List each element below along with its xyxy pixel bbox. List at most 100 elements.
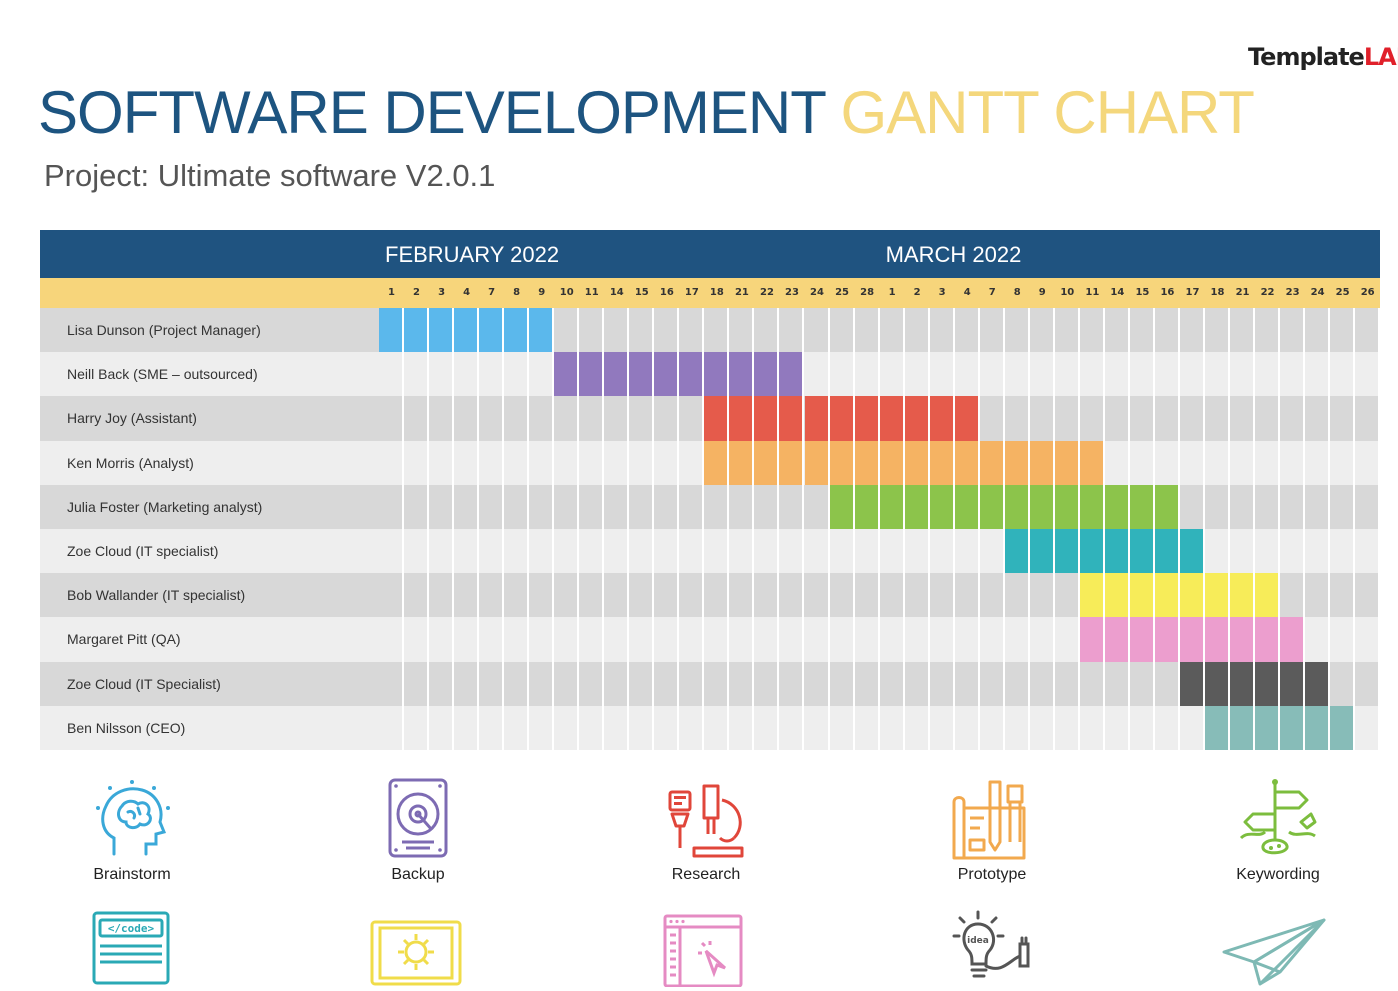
day-label: 17 (1185, 287, 1200, 298)
grid-cell (579, 573, 605, 618)
grid-cell (1355, 440, 1381, 485)
grid-cell (1305, 440, 1331, 485)
grid-cell (1330, 617, 1356, 662)
research-label: Research (671, 866, 741, 883)
task-bar-cell (1204, 617, 1230, 662)
task-bar-cell (1054, 440, 1080, 485)
hard-drive-icon (388, 778, 448, 858)
grid-cell (929, 308, 955, 353)
grid-cell (1179, 484, 1205, 529)
day-label: 21 (1235, 287, 1250, 298)
task-bar-cell (729, 440, 755, 485)
day-label: 11 (1085, 287, 1100, 298)
task-bar-cell (1154, 617, 1180, 662)
grid-cell (954, 352, 980, 397)
grid-cell (979, 529, 1005, 574)
task-bar-cell (404, 308, 430, 353)
grid-cell (1230, 440, 1256, 485)
grid-cell (779, 484, 805, 529)
grid-cell (904, 529, 930, 574)
task-bar-cell (1004, 484, 1030, 529)
task-bar-cell (1280, 705, 1306, 750)
task-bar-cell (929, 440, 955, 485)
day-label: 24 (1310, 287, 1325, 298)
grid-cell (529, 440, 555, 485)
grid-cell (654, 440, 680, 485)
task-bar-cell (929, 396, 955, 441)
task-bar-cell (779, 396, 805, 441)
task-bar-cell (1230, 705, 1256, 750)
grid-cell (1054, 352, 1080, 397)
grid-cell (654, 705, 680, 750)
task-row: Neill Back (SME – outsourced) (40, 352, 1381, 397)
task-bar-cell (1230, 617, 1256, 662)
day-label: 23 (785, 287, 799, 298)
gantt-chart: FEBRUARY 2022 MARCH 2022 1 2 3 4 7 8 9 10 11 14 15 1… (40, 230, 1381, 750)
day-label: 2 (913, 287, 921, 298)
task-bar-cell (1104, 529, 1130, 574)
grid-cell (879, 661, 905, 706)
grid-cell (779, 308, 805, 353)
grid-cell (554, 705, 580, 750)
grid-cell (1079, 308, 1105, 353)
grid-cell (1280, 573, 1306, 618)
grid-cell (854, 705, 880, 750)
task-name: Zoe Cloud (IT Specialist) (67, 675, 221, 692)
logo-word-lab: LAB (1363, 43, 1398, 71)
grid-cell (554, 617, 580, 662)
grid-cell (629, 529, 655, 574)
task-bar-cell (954, 440, 980, 485)
task-row: Lisa Dunson (Project Manager) (40, 308, 1381, 353)
task-bar-cell (1305, 661, 1331, 706)
grid-cell (979, 617, 1005, 662)
grid-cell (1255, 440, 1281, 485)
task-bar-cell (529, 308, 555, 353)
grid-cell (554, 529, 580, 574)
grid-cell (604, 573, 630, 618)
grid-cell (1179, 705, 1205, 750)
grid-cell (654, 396, 680, 441)
grid-cell (1305, 529, 1331, 574)
day-label: 3 (938, 287, 946, 298)
grid-cell (1230, 484, 1256, 529)
grid-cell (629, 573, 655, 618)
day-label: 4 (963, 287, 971, 298)
grid-cell (1029, 661, 1055, 706)
grid-cell (579, 440, 605, 485)
grid-cell (454, 661, 480, 706)
grid-cell (1230, 529, 1256, 574)
grid-cell (1079, 352, 1105, 397)
grid-cell (579, 396, 605, 441)
grid-cell (1280, 484, 1306, 529)
grid-cell (1280, 440, 1306, 485)
grid-cell (704, 484, 730, 529)
title-part-1: SOFTWARE DEVELOPMENT (38, 79, 826, 146)
code-laptop-item: </code> (90, 910, 172, 990)
day-label: 16 (659, 287, 674, 298)
grid-cell (1179, 396, 1205, 441)
grid-cell (1355, 396, 1381, 441)
grid-cell (804, 617, 830, 662)
task-bar-cell (1280, 661, 1306, 706)
grid-cell (1154, 396, 1180, 441)
grid-cell (904, 573, 930, 618)
task-bar-cell (1255, 705, 1281, 750)
grid-cell (454, 396, 480, 441)
grid-cell (679, 308, 705, 353)
task-bar-cell (1305, 705, 1331, 750)
grid-cell (729, 573, 755, 618)
task-bar-cell (1104, 484, 1130, 529)
grid-cell (529, 352, 555, 397)
grid-cell (879, 352, 905, 397)
code-laptop-icon: </code> (92, 911, 170, 985)
icon-legend: Brainstorm Backup (0, 770, 1398, 988)
grid-cell (829, 308, 855, 353)
grid-cell (529, 705, 555, 750)
grid-cell (1330, 529, 1356, 574)
grid-cell (1305, 396, 1331, 441)
idea-bulb-icon: idea (952, 910, 1030, 978)
grid-cell (1305, 484, 1331, 529)
grid-cell (904, 308, 930, 353)
grid-cell (629, 484, 655, 529)
day-label: 3 (438, 287, 446, 298)
